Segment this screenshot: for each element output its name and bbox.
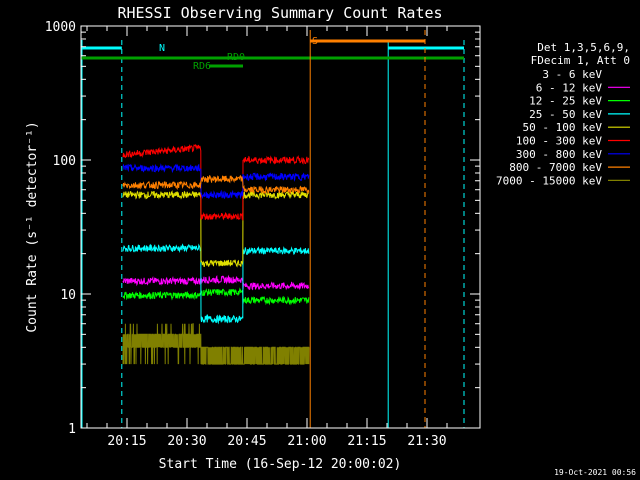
timestamp: 19-Oct-2021 00:56 <box>554 468 636 477</box>
legend: Det 1,3,5,6,9, FDecim 1, Att 0 3 - 6 keV… <box>496 41 630 187</box>
series-line <box>122 274 310 291</box>
y-tick-label: 100 <box>53 154 76 169</box>
x-tick-label: 20:30 <box>167 434 206 449</box>
y-tick-label: 1 <box>68 422 76 437</box>
series-line <box>122 287 310 306</box>
flag-label: RD6 <box>193 61 211 72</box>
series-line <box>122 174 310 195</box>
series-line <box>122 143 310 221</box>
legend-label: 800 - 7000 keV <box>509 161 602 174</box>
y-axis-label: Count Rate (s⁻¹ detector⁻¹) <box>25 121 40 332</box>
legend-label: 25 - 50 keV <box>529 108 602 121</box>
series-line <box>122 190 309 268</box>
flag-label: N <box>159 43 165 54</box>
x-axis-label: Start Time (16-Sep-12 20:00:02) <box>159 457 402 472</box>
legend-label: 12 - 25 keV <box>529 95 602 108</box>
legend-title-line-1: Det 1,3,5,6,9, <box>537 41 630 54</box>
chart-title: RHESSI Observing Summary Count Rates <box>117 4 442 22</box>
legend-label: 50 - 100 keV <box>523 121 603 134</box>
x-tick-label: 21:15 <box>347 434 386 449</box>
legend-title-line-2: FDecim 1, Att 0 <box>531 54 630 67</box>
flag-label: S <box>312 36 318 47</box>
plot-area <box>122 143 310 389</box>
series-line <box>122 243 310 325</box>
axes: 1 10 100 1000 20:15 20:30 20:45 21:00 21:15 21:30 <box>45 20 481 449</box>
x-tick-label: 21:00 <box>287 434 326 449</box>
x-tick-label: 21:30 <box>407 434 446 449</box>
legend-label: 7000 - 15000 keV <box>496 174 602 187</box>
y-tick-label: 10 <box>60 288 76 303</box>
y-tick-label: 1000 <box>45 20 76 35</box>
flag-bars: N S RD0 RD6 <box>81 30 465 428</box>
x-tick-label: 20:45 <box>227 434 266 449</box>
series-line <box>122 163 310 200</box>
legend-label: 100 - 300 keV <box>516 135 602 148</box>
flag-label: RD0 <box>227 52 245 63</box>
series-line <box>122 323 310 365</box>
plot-frame <box>80 25 481 429</box>
legend-label: 3 - 6 keV <box>542 68 602 81</box>
legend-label: 300 - 800 keV <box>516 148 602 161</box>
x-tick-label: 20:15 <box>107 434 146 449</box>
legend-label: 6 - 12 keV <box>536 81 603 94</box>
